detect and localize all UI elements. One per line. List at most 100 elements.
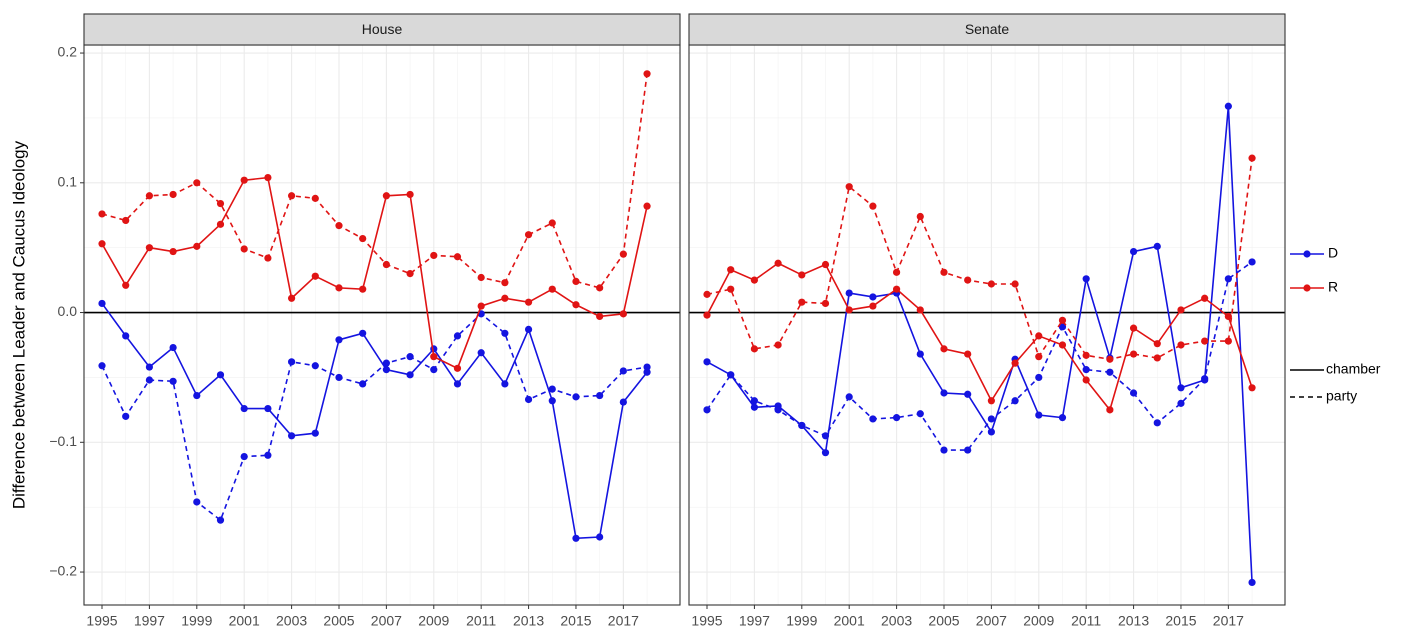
data-point	[845, 306, 853, 314]
data-point	[703, 358, 711, 366]
data-point	[406, 371, 414, 379]
data-point	[311, 362, 319, 370]
data-point	[643, 70, 651, 78]
data-point	[940, 268, 948, 276]
x-tick-label: 2001	[834, 613, 865, 629]
data-point	[572, 301, 580, 309]
y-tick-label: 0.0	[58, 303, 78, 319]
data-point	[287, 192, 296, 200]
x-tick-label: 2003	[881, 613, 912, 629]
data-point	[98, 240, 106, 248]
data-point	[453, 364, 462, 372]
data-point	[845, 183, 853, 191]
data-point	[1082, 351, 1090, 359]
data-point	[643, 202, 651, 210]
data-point	[524, 231, 533, 239]
data-point	[359, 285, 367, 293]
data-point	[1058, 316, 1067, 324]
x-tick-label: 2011	[1071, 613, 1101, 629]
x-tick-label: 1999	[786, 613, 817, 629]
data-point	[216, 371, 225, 379]
data-point	[727, 371, 735, 379]
data-point	[619, 367, 627, 375]
data-point	[1177, 384, 1185, 392]
data-point	[169, 343, 177, 352]
data-point	[964, 350, 972, 358]
data-point	[216, 516, 225, 524]
data-point	[122, 412, 130, 420]
data-point	[572, 534, 580, 542]
series-line	[101, 312, 648, 522]
data-point	[572, 393, 580, 401]
data-point	[501, 294, 509, 302]
y-tick-label: −0.1	[49, 433, 77, 449]
data-point	[524, 395, 533, 404]
data-point	[1153, 419, 1161, 427]
data-point	[193, 391, 201, 400]
data-point	[1201, 337, 1209, 345]
data-point	[382, 260, 390, 269]
data-point	[169, 190, 177, 199]
y-tick-label: 0.2	[58, 44, 78, 60]
data-point	[774, 341, 782, 349]
legend-label: party	[1326, 388, 1357, 404]
data-point	[193, 242, 201, 250]
data-point	[240, 404, 248, 413]
panel-background	[689, 45, 1285, 605]
data-point	[430, 251, 438, 260]
data-point	[169, 377, 177, 385]
data-point	[359, 234, 367, 243]
data-point	[596, 391, 604, 400]
data-point	[892, 285, 901, 293]
data-point	[596, 284, 604, 292]
data-point	[619, 310, 627, 318]
data-point	[382, 192, 390, 200]
data-point	[145, 363, 154, 371]
data-point	[548, 285, 556, 293]
panel-background	[84, 45, 680, 605]
data-point	[311, 272, 319, 280]
data-point	[145, 192, 154, 200]
x-tick-label: 2007	[371, 613, 402, 629]
data-point	[359, 329, 367, 337]
data-point	[453, 332, 462, 340]
data-point	[596, 533, 604, 541]
data-point	[1035, 332, 1043, 340]
data-point	[1035, 411, 1043, 419]
data-point	[382, 366, 390, 374]
legend-label: D	[1328, 245, 1338, 261]
data-point	[1177, 341, 1185, 349]
data-point	[987, 397, 995, 405]
data-point	[1224, 337, 1232, 345]
series-line	[101, 302, 648, 540]
data-point	[406, 270, 414, 278]
y-axis-label: Difference between Leader and Caucus Ide…	[9, 140, 28, 509]
data-point	[359, 380, 367, 388]
data-point	[821, 260, 830, 269]
data-point	[845, 393, 853, 401]
data-point	[193, 498, 201, 506]
series-line	[101, 73, 648, 289]
legend-label: R	[1328, 279, 1338, 295]
x-tick-label: 2013	[1118, 613, 1149, 629]
data-point	[122, 332, 130, 340]
x-tick-label: 1997	[134, 613, 165, 629]
data-point	[1248, 258, 1256, 266]
data-point	[703, 406, 711, 414]
data-point	[1177, 306, 1185, 314]
data-point	[1011, 397, 1019, 405]
data-point	[524, 298, 533, 306]
data-point	[287, 358, 296, 366]
data-point	[1248, 154, 1256, 162]
data-point	[798, 271, 806, 279]
legend-label: chamber	[1326, 361, 1381, 377]
strip	[83, 13, 681, 46]
data-point	[477, 302, 485, 310]
data-point	[869, 293, 877, 301]
x-tick-label: 2015	[1165, 613, 1196, 629]
data-point	[821, 432, 830, 440]
data-point	[477, 273, 485, 282]
data-point	[643, 368, 651, 376]
data-point	[240, 452, 248, 461]
data-point	[98, 362, 106, 370]
